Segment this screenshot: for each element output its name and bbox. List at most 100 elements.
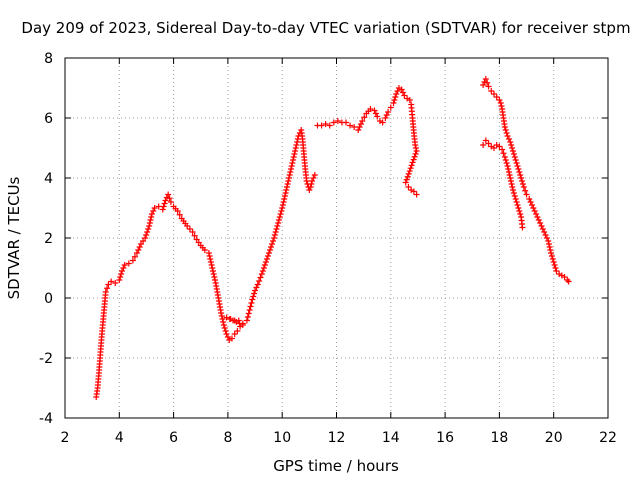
data-point (357, 121, 364, 127)
data-point (244, 314, 251, 320)
data-point (488, 88, 495, 94)
data-point (206, 253, 213, 259)
data-point (306, 187, 313, 193)
data-points (93, 76, 572, 400)
data-point (250, 293, 257, 300)
data-point (274, 223, 281, 229)
y-tick-label: 8 (44, 51, 53, 67)
data-point (144, 229, 151, 235)
x-tick-label: 10 (273, 430, 291, 446)
data-point (379, 119, 386, 126)
data-point (496, 143, 503, 150)
data-point (480, 142, 487, 148)
data-point (322, 121, 329, 127)
data-point (258, 271, 265, 277)
y-tick-label: -2 (39, 351, 53, 367)
data-point (273, 226, 280, 232)
data-point (311, 172, 318, 178)
data-point (165, 191, 172, 198)
data-point (552, 265, 559, 271)
data-point (409, 159, 416, 166)
data-point (412, 145, 419, 151)
data-point (394, 88, 401, 94)
data-point (310, 175, 317, 181)
data-point (290, 157, 297, 163)
data-point (505, 166, 512, 172)
data-point (318, 122, 325, 129)
data-point (279, 202, 286, 208)
data-point (372, 110, 379, 117)
data-point (509, 184, 516, 190)
data-point (561, 274, 568, 280)
data-point (210, 271, 217, 277)
x-tick-label: 2 (61, 430, 70, 446)
data-point (519, 178, 526, 184)
data-point (294, 139, 301, 145)
data-point (355, 127, 362, 133)
data-point (223, 314, 230, 321)
data-point (207, 259, 214, 265)
data-point (543, 235, 550, 241)
data-point (211, 274, 218, 280)
data-point (412, 150, 419, 157)
data-point (269, 241, 276, 247)
x-tick-label: 6 (169, 430, 178, 446)
data-point (351, 124, 358, 130)
data-point (406, 97, 413, 103)
data-point (408, 162, 415, 169)
data-point (515, 166, 522, 172)
data-point (201, 247, 208, 253)
data-point (404, 173, 411, 180)
data-point (501, 124, 508, 130)
data-point (224, 334, 231, 340)
data-point (221, 325, 228, 331)
data-point (118, 271, 125, 277)
data-point (413, 191, 420, 198)
data-point (539, 226, 546, 232)
chart-title: Day 209 of 2023, Sidereal Day-to-day VTE… (21, 19, 630, 37)
data-point (504, 133, 511, 139)
data-point (518, 175, 525, 181)
data-point (291, 151, 298, 157)
data-point (120, 265, 127, 271)
data-point (116, 277, 123, 283)
data-point (266, 247, 273, 253)
data-point (209, 265, 216, 271)
data-point (513, 160, 520, 166)
data-point (347, 122, 354, 129)
data-point (220, 322, 227, 328)
data-point (403, 176, 410, 183)
data-point (334, 118, 341, 124)
data-point (292, 145, 299, 151)
data-point (542, 232, 549, 238)
data-point (482, 76, 489, 82)
data-point (511, 154, 518, 160)
data-point (231, 331, 238, 337)
data-point (512, 157, 519, 163)
data-point (102, 289, 109, 295)
data-point (286, 172, 293, 178)
data-point (514, 163, 521, 169)
data-point (239, 320, 246, 327)
data-point (550, 259, 557, 265)
data-point (502, 127, 509, 133)
data-point (243, 317, 250, 324)
data-point (410, 188, 417, 195)
data-point (131, 253, 138, 260)
data-point (547, 250, 554, 256)
data-point (284, 181, 291, 187)
data-point (277, 211, 284, 217)
data-point (548, 253, 555, 259)
data-point (531, 208, 538, 214)
data-point (565, 278, 572, 285)
x-tick-label: 16 (436, 430, 454, 446)
y-tick-label: 2 (44, 231, 53, 247)
data-point (506, 172, 513, 178)
data-point (251, 290, 258, 297)
data-point (504, 163, 511, 169)
data-point (507, 139, 514, 145)
data-point (527, 199, 534, 205)
x-tick-label: 14 (382, 430, 400, 446)
data-point (535, 217, 542, 223)
data-point (288, 166, 295, 172)
